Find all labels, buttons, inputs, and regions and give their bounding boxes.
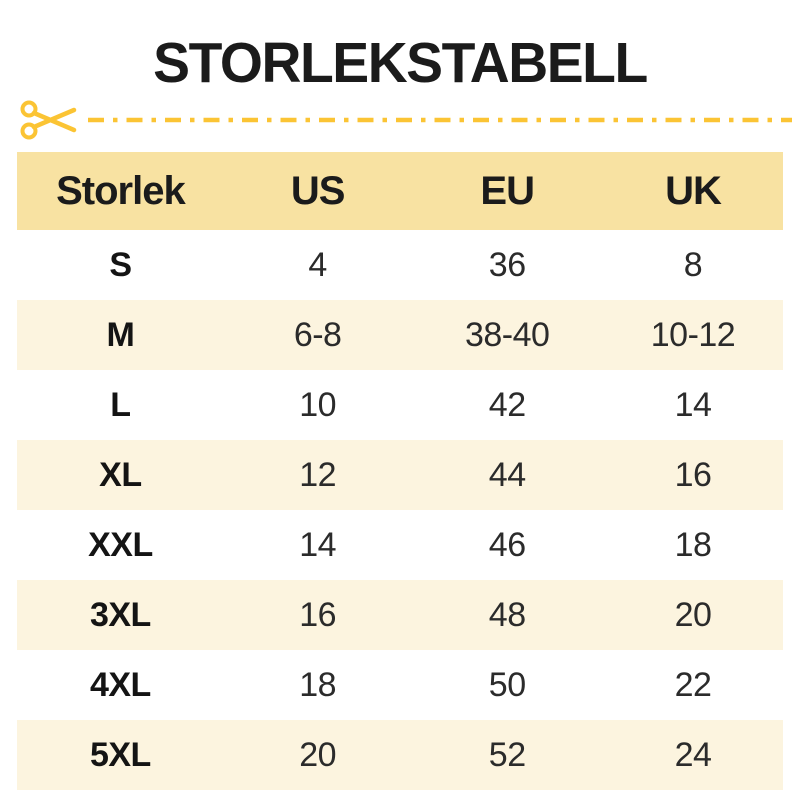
us-value-cell: 16 — [299, 595, 337, 634]
eu-value-cell: 38-40 — [464, 315, 550, 354]
us-value-cell: 10 — [299, 385, 337, 424]
uk-value-cell: 16 — [674, 455, 712, 494]
us-value-cell: 12 — [299, 455, 337, 494]
uk-value-cell: 18 — [674, 525, 712, 564]
table-row-m: M 6-8 38-40 10-12 — [17, 300, 783, 370]
size-cell: M — [106, 315, 135, 354]
table-row-xl: XL 12 44 16 — [17, 440, 783, 510]
size-cell: L — [110, 385, 131, 424]
size-table: Storlek US EU UK S 4 36 8 M 6-8 38-40 10… — [17, 152, 783, 790]
us-value-cell: 4 — [308, 245, 327, 284]
table-row-5xl: 5XL 20 52 24 — [17, 720, 783, 790]
cut-line-graphic — [20, 100, 792, 140]
scissors-icon — [20, 100, 77, 140]
uk-value-cell: 22 — [674, 665, 712, 704]
eu-value-cell: 46 — [488, 525, 526, 564]
table-header-row: Storlek US EU UK — [17, 152, 783, 230]
table-row-3xl: 3XL 16 48 20 — [17, 580, 783, 650]
eu-value-cell: 50 — [488, 665, 526, 704]
table-row-l: L 10 42 14 — [17, 370, 783, 440]
uk-value-cell: 14 — [674, 385, 712, 424]
column-header-eu: EU — [411, 152, 603, 230]
table-row-xxl: XXL 14 46 18 — [17, 510, 783, 580]
eu-value-cell: 52 — [488, 735, 526, 774]
column-header-storlek: Storlek — [17, 152, 224, 230]
size-cell: 5XL — [89, 735, 151, 774]
size-cell: XL — [99, 455, 142, 494]
uk-value-cell: 24 — [674, 735, 712, 774]
uk-value-cell: 10-12 — [650, 315, 736, 354]
eu-value-cell: 42 — [488, 385, 526, 424]
us-value-cell: 20 — [299, 735, 337, 774]
size-cell: XXL — [88, 525, 153, 564]
us-value-cell: 6-8 — [293, 315, 342, 354]
table-row-4xl: 4XL 18 50 22 — [17, 650, 783, 720]
us-value-cell: 18 — [299, 665, 337, 704]
column-header-us: US — [223, 152, 412, 230]
us-value-cell: 14 — [299, 525, 337, 564]
size-cell: 3XL — [89, 595, 151, 634]
eu-value-cell: 48 — [488, 595, 526, 634]
uk-value-cell: 8 — [683, 245, 703, 284]
cut-line — [0, 96, 800, 144]
column-header-uk: UK — [602, 152, 783, 230]
eu-value-cell: 36 — [488, 245, 526, 284]
size-cell: S — [109, 245, 132, 284]
eu-value-cell: 44 — [488, 455, 526, 494]
uk-value-cell: 20 — [674, 595, 712, 634]
table-row-s: S 4 36 8 — [17, 230, 783, 300]
page-title: STORLEKSTABELL — [153, 31, 648, 95]
size-cell: 4XL — [89, 665, 151, 704]
